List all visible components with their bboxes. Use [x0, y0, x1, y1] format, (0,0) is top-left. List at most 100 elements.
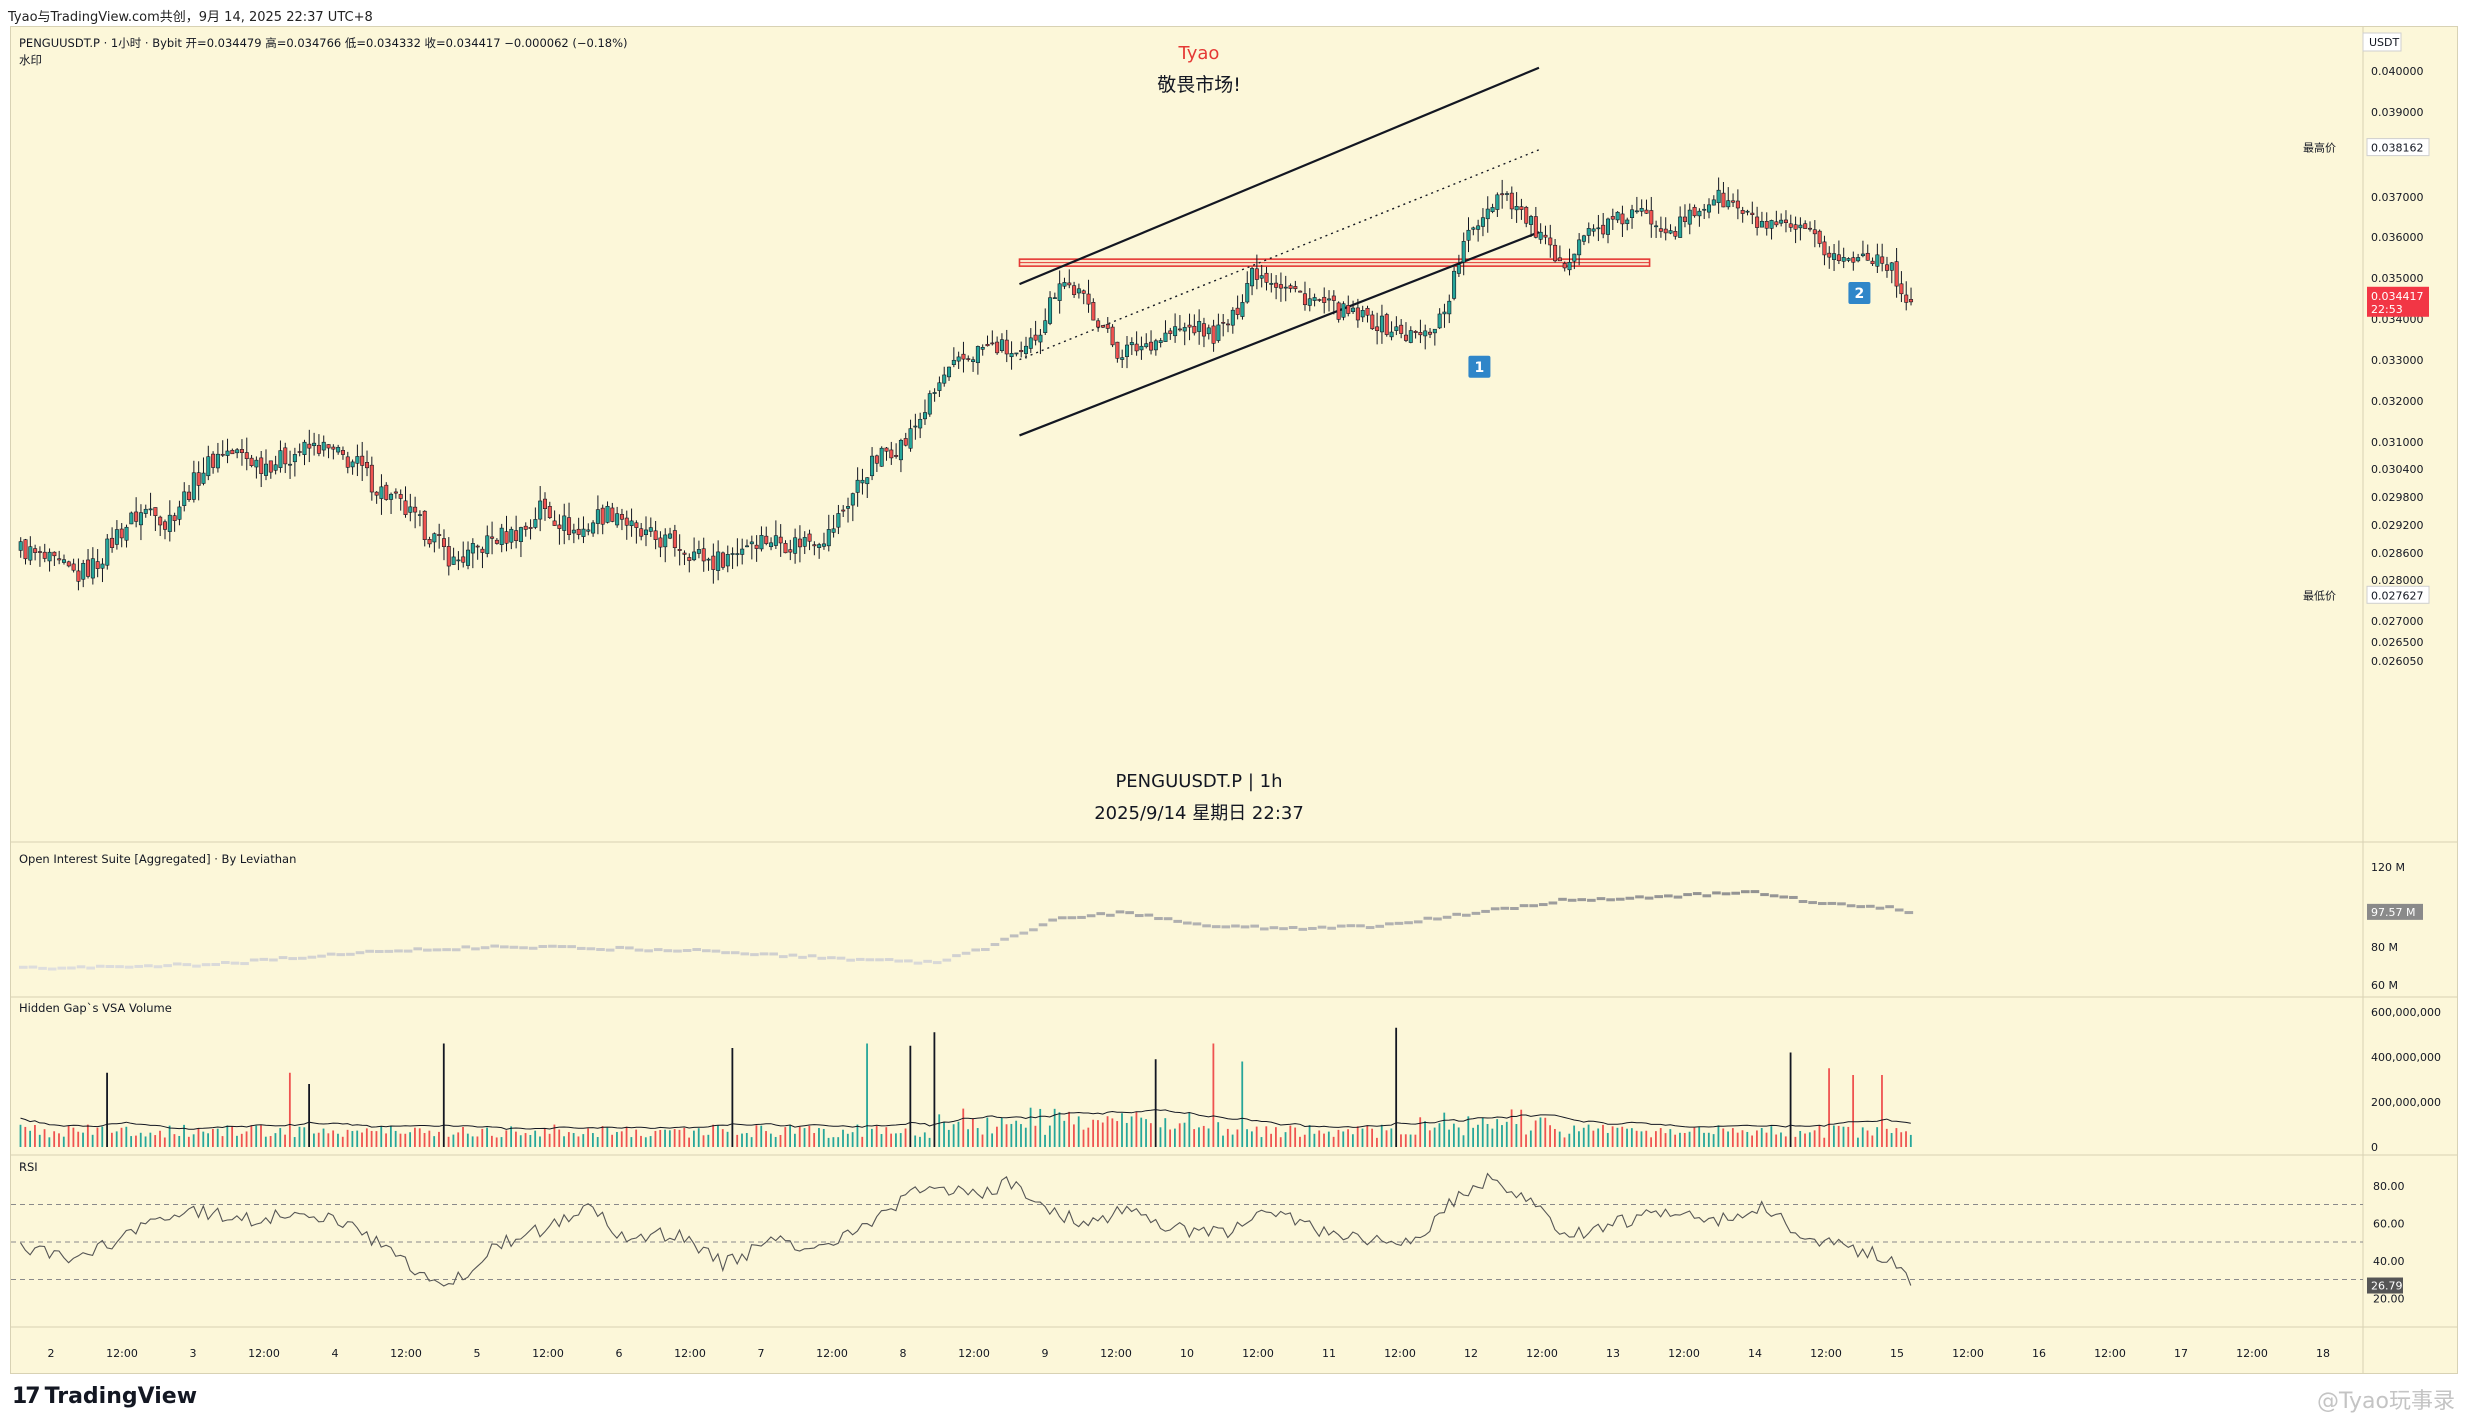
- volume-bar: [779, 1134, 782, 1147]
- candle: [1173, 313, 1178, 343]
- candle: [745, 539, 750, 548]
- candle: [1216, 313, 1221, 343]
- volume-bar: [673, 1129, 676, 1147]
- candle: [302, 439, 307, 466]
- candle-body: [105, 538, 110, 566]
- axis-unit-box[interactable]: [2362, 32, 2402, 52]
- rsi-pane-title[interactable]: RSI: [19, 1160, 38, 1174]
- volume-bar: [803, 1128, 806, 1147]
- volume-bar: [923, 1132, 926, 1147]
- volume-bar: [1520, 1109, 1523, 1147]
- candle: [485, 525, 490, 558]
- candle: [413, 496, 418, 529]
- candle-body: [1783, 219, 1788, 223]
- candle-body: [865, 477, 870, 485]
- oi-pane-title[interactable]: Open Interest Suite [Aggregated] · By Le…: [19, 852, 296, 866]
- candle: [1413, 330, 1418, 339]
- candle-body: [369, 464, 374, 493]
- candle: [1389, 321, 1394, 341]
- candle: [432, 532, 437, 553]
- candle: [1009, 341, 1014, 370]
- candle: [509, 526, 514, 550]
- candle: [1649, 196, 1654, 238]
- trade-markers[interactable]: 12: [1468, 282, 1871, 378]
- candle-body: [1553, 244, 1558, 262]
- candle: [81, 559, 86, 588]
- tradingview-logo[interactable]: 17 TradingView: [12, 1384, 197, 1409]
- volume-bar: [1077, 1116, 1080, 1147]
- candle-body: [249, 457, 254, 466]
- candle-body: [398, 494, 403, 499]
- volume-bar: [1380, 1124, 1383, 1147]
- high-price-label: 最高价: [2303, 141, 2336, 155]
- candle-body: [1716, 189, 1721, 204]
- volume-bar: [664, 1129, 666, 1147]
- price-axis[interactable]: USDT 0.040000 0.039000 0.037000 0.036000 0.0…: [2303, 32, 2430, 668]
- candle: [1769, 219, 1774, 240]
- volume-bar: [529, 1134, 532, 1147]
- oi-bar: [1356, 924, 1365, 928]
- candle: [1610, 208, 1615, 231]
- volume-bar: [1082, 1129, 1085, 1147]
- candle: [966, 355, 971, 362]
- candle-body: [384, 484, 389, 500]
- candle: [1735, 189, 1740, 220]
- oi-bar: [269, 958, 278, 962]
- time-axis[interactable]: 2 12:00 3 12:00 4 12:00 5 12:00 6 12:00 7 12:00 8 12:…: [48, 1347, 2331, 1360]
- resistance-zone[interactable]: [1018, 258, 1651, 267]
- candle-body: [1755, 216, 1760, 228]
- volume-bar: [952, 1124, 955, 1147]
- volume-bar: [1236, 1129, 1239, 1147]
- volume-bar: [591, 1133, 594, 1147]
- oi-bar: [221, 961, 230, 965]
- candle-body: [191, 472, 196, 500]
- volume-bar: [1491, 1128, 1494, 1147]
- volume-pane-title[interactable]: Hidden Gap`s VSA Volume: [19, 1001, 172, 1015]
- volume-bar: [1169, 1129, 1171, 1147]
- oi-bar: [1692, 892, 1702, 896]
- candle-body: [360, 455, 365, 466]
- oi-bar: [827, 956, 836, 960]
- candle-body: [1288, 285, 1293, 289]
- chart-canvas[interactable]: 12 PENGUUSDT.P · 1小时 · Bybit 开=0.034479 …: [11, 27, 2457, 1373]
- candle-body: [1302, 293, 1307, 306]
- volume-bar: [1313, 1133, 1316, 1147]
- candle: [1432, 328, 1437, 346]
- candle: [1620, 205, 1625, 237]
- candle: [841, 505, 846, 518]
- volume-bar: [1226, 1128, 1229, 1147]
- candle-body: [1206, 327, 1211, 335]
- candle-body: [177, 506, 182, 520]
- oi-bar: [297, 956, 307, 960]
- symbol-legend[interactable]: PENGUUSDT.P · 1小时 · Bybit 开=0.034479 高=0…: [19, 36, 628, 50]
- candle: [624, 510, 629, 540]
- candle-body: [1187, 324, 1192, 328]
- candle-body: [1764, 220, 1769, 229]
- candle: [773, 520, 778, 550]
- oi-bar: [1154, 917, 1163, 921]
- candle: [1577, 233, 1582, 266]
- volume-bar: [678, 1129, 681, 1147]
- time-tick-label: 10: [1180, 1347, 1194, 1360]
- volume-bar: [313, 1133, 315, 1147]
- candle-body: [167, 514, 172, 532]
- ascending-channel[interactable]: [1019, 66, 1540, 437]
- oi-bar: [1250, 924, 1259, 928]
- candle-body: [389, 493, 394, 500]
- volume-bar: [1635, 1130, 1638, 1147]
- oi-bar: [1625, 896, 1635, 900]
- volume-bar: [1549, 1125, 1551, 1147]
- candle: [1846, 257, 1851, 263]
- marker-2-badge: [1848, 282, 1871, 304]
- volume-bar: [1010, 1123, 1013, 1147]
- candle-body: [1254, 268, 1259, 280]
- candle-body: [1312, 297, 1317, 301]
- volume-bar: [1428, 1130, 1431, 1147]
- candle: [1250, 266, 1255, 296]
- oi-bar: [1827, 901, 1837, 905]
- volume-bar: [818, 1128, 820, 1147]
- candle: [350, 459, 355, 475]
- candle-body: [1201, 323, 1206, 337]
- candle-body: [1476, 225, 1481, 230]
